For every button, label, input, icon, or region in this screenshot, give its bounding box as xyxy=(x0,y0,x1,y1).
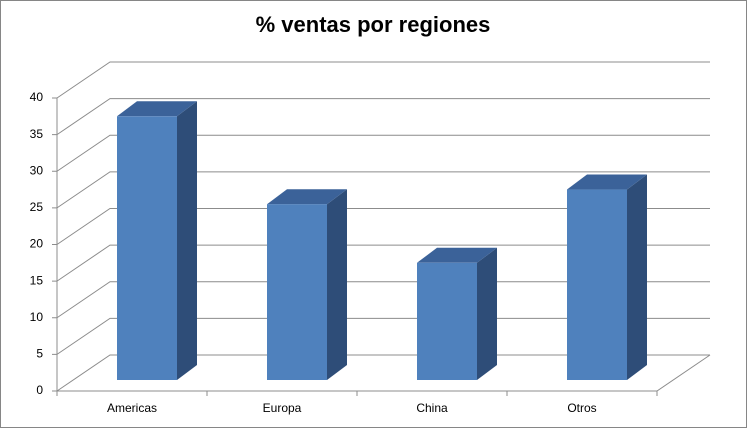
chart-title: % ventas por regiones xyxy=(256,12,491,37)
x-tick-label: China xyxy=(416,401,448,415)
grid-line xyxy=(56,208,710,245)
bar xyxy=(417,262,477,380)
y-tick-label: 0 xyxy=(36,383,43,397)
grid-line xyxy=(56,98,710,136)
bar xyxy=(567,189,627,380)
y-tick-label: 20 xyxy=(30,237,44,251)
grid-line xyxy=(56,281,710,319)
x-tick-label: Americas xyxy=(107,401,157,415)
y-tick-label: 40 xyxy=(30,90,44,104)
grid-line xyxy=(56,171,710,209)
grid-line xyxy=(56,61,710,99)
bar-side xyxy=(477,247,497,380)
grid-line xyxy=(56,134,710,172)
x-tick-label: Otros xyxy=(567,401,596,415)
y-tick-label: 15 xyxy=(30,273,44,287)
bar-top xyxy=(267,189,347,205)
bar xyxy=(117,116,177,381)
y-tick-label: 30 xyxy=(30,163,44,177)
grid-line xyxy=(56,354,710,392)
grid-line xyxy=(56,317,710,355)
bar-side xyxy=(177,101,197,381)
bar-side xyxy=(627,174,647,380)
y-tick-label: 35 xyxy=(30,127,44,141)
bar-side xyxy=(327,189,347,380)
x-tick-label: Europa xyxy=(263,401,302,415)
grid-line xyxy=(56,244,710,282)
bar-top xyxy=(567,174,647,190)
y-tick-label: 10 xyxy=(30,310,44,324)
y-tick-label: 25 xyxy=(30,200,44,214)
y-tick-label: 5 xyxy=(36,347,43,361)
bar xyxy=(267,204,327,380)
bar-top xyxy=(417,247,497,263)
bar-top xyxy=(117,101,197,117)
